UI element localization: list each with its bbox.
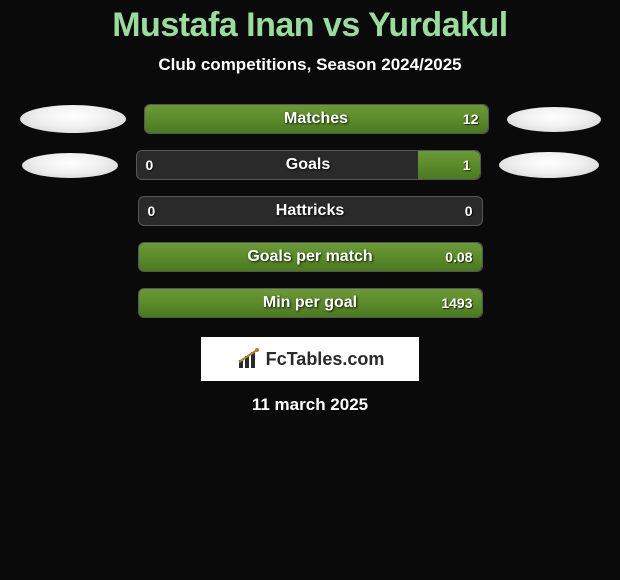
stat-label: Min per goal	[263, 294, 357, 312]
bar-hattricks: Hattricks 0 0	[138, 196, 483, 226]
club-logo-left-0	[20, 105, 126, 133]
club-logo-left-1	[22, 153, 118, 178]
bar-goals: Goals 0 1	[136, 150, 481, 180]
stat-label: Hattricks	[276, 202, 344, 220]
date-text: 11 march 2025	[0, 395, 620, 415]
stat-right-val: 0.08	[445, 249, 472, 265]
stat-right-val: 1	[463, 157, 471, 173]
brand-logo-box: FcTables.com	[201, 337, 419, 381]
brand-text: FcTables.com	[266, 349, 385, 370]
stat-row-goals: Goals 0 1	[0, 149, 620, 181]
stat-label: Matches	[284, 110, 348, 128]
stat-label: Goals	[286, 156, 330, 174]
stat-right-val: 1493	[441, 295, 472, 311]
club-logo-right-0	[507, 107, 601, 132]
chart-icon	[236, 348, 262, 370]
stat-right-val: 0	[465, 203, 473, 219]
stat-row-gpm: Goals per match 0.08	[0, 241, 620, 273]
page-title: Mustafa Inan vs Yurdakul	[0, 6, 620, 45]
stat-row-mpg: Min per goal 1493	[0, 287, 620, 319]
bar-matches: Matches 12	[144, 104, 489, 134]
stat-left-val: 0	[148, 203, 156, 219]
stat-left-val: 0	[146, 157, 154, 173]
club-logo-right-1	[499, 152, 599, 178]
subtitle: Club competitions, Season 2024/2025	[0, 55, 620, 75]
bar-gpm: Goals per match 0.08	[138, 242, 483, 272]
bar-mpg: Min per goal 1493	[138, 288, 483, 318]
stat-right-val: 12	[463, 111, 479, 127]
stat-label: Goals per match	[247, 248, 372, 266]
stat-row-hattricks: Hattricks 0 0	[0, 195, 620, 227]
stat-row-matches: Matches 12	[0, 103, 620, 135]
